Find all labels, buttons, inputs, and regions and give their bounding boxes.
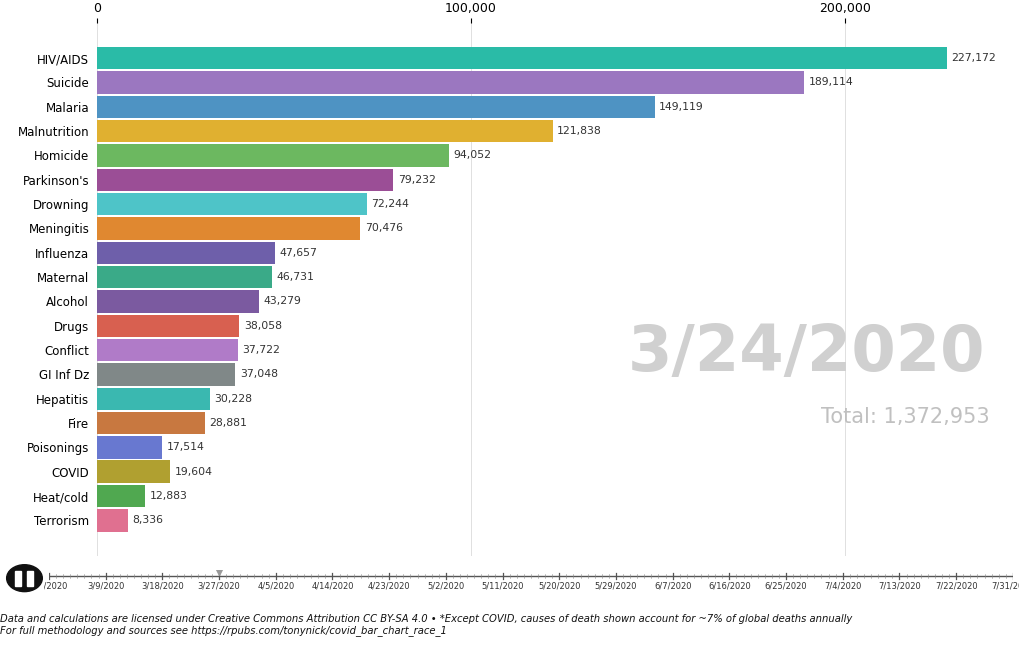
- Text: 3/1/2020: 3/1/2020: [31, 582, 67, 591]
- Text: 121,838: 121,838: [556, 126, 601, 136]
- Bar: [28, 571, 34, 586]
- Text: 5/20/2020: 5/20/2020: [537, 582, 580, 591]
- Text: 7/22/2020: 7/22/2020: [934, 582, 976, 591]
- Bar: [97, 509, 128, 532]
- Text: 7/4/2020: 7/4/2020: [823, 582, 861, 591]
- Bar: [97, 339, 237, 361]
- Text: For full methodology and sources see https://rpubs.com/tonynick/covid_bar_chart_: For full methodology and sources see htt…: [0, 625, 446, 636]
- Text: 7/13/2020: 7/13/2020: [877, 582, 920, 591]
- Bar: [97, 242, 275, 264]
- Text: 19,604: 19,604: [174, 467, 213, 476]
- Text: 189,114: 189,114: [808, 77, 853, 88]
- Bar: [97, 47, 946, 70]
- Text: 30,228: 30,228: [214, 394, 252, 404]
- Bar: [97, 144, 448, 166]
- Text: 37,722: 37,722: [243, 345, 280, 355]
- Bar: [97, 436, 162, 458]
- Bar: [97, 290, 259, 313]
- Bar: [97, 412, 205, 434]
- Text: 5/29/2020: 5/29/2020: [594, 582, 637, 591]
- Bar: [97, 315, 239, 337]
- Bar: [97, 120, 552, 142]
- Text: 46,731: 46,731: [276, 272, 314, 282]
- Text: 4/14/2020: 4/14/2020: [311, 582, 354, 591]
- Text: 3/9/2020: 3/9/2020: [87, 582, 124, 591]
- Text: 12,883: 12,883: [150, 491, 187, 501]
- Text: 149,119: 149,119: [658, 102, 703, 112]
- Text: 4/23/2020: 4/23/2020: [368, 582, 410, 591]
- Text: 37,048: 37,048: [239, 369, 277, 380]
- Circle shape: [7, 565, 42, 592]
- Text: 3/27/2020: 3/27/2020: [198, 582, 240, 591]
- Text: 17,514: 17,514: [167, 443, 205, 452]
- Text: 94,052: 94,052: [452, 150, 491, 161]
- Bar: [97, 168, 393, 191]
- Text: 6/16/2020: 6/16/2020: [707, 582, 750, 591]
- Bar: [97, 485, 145, 507]
- Bar: [97, 266, 271, 289]
- Text: 47,657: 47,657: [279, 248, 317, 258]
- Text: Total: 1,372,953: Total: 1,372,953: [820, 407, 989, 427]
- Text: 6/25/2020: 6/25/2020: [764, 582, 807, 591]
- Text: 4/5/2020: 4/5/2020: [257, 582, 294, 591]
- Text: 72,244: 72,244: [371, 199, 409, 209]
- Bar: [97, 387, 210, 410]
- Text: 38,058: 38,058: [244, 320, 281, 331]
- Text: 70,476: 70,476: [365, 224, 403, 233]
- Text: 43,279: 43,279: [263, 296, 301, 306]
- Text: 7/31/2020: 7/31/2020: [990, 582, 1019, 591]
- Text: 8,336: 8,336: [132, 515, 163, 525]
- Bar: [97, 460, 170, 483]
- Bar: [97, 217, 360, 240]
- Bar: [97, 363, 235, 385]
- Text: 79,232: 79,232: [397, 175, 435, 185]
- Text: 6/7/2020: 6/7/2020: [653, 582, 691, 591]
- Text: 227,172: 227,172: [950, 53, 995, 63]
- Text: 3/24/2020: 3/24/2020: [628, 322, 984, 384]
- Bar: [97, 96, 654, 118]
- Bar: [97, 193, 367, 215]
- Text: 3/18/2020: 3/18/2020: [141, 582, 183, 591]
- Text: 5/2/2020: 5/2/2020: [427, 582, 464, 591]
- Bar: [97, 72, 803, 94]
- Bar: [15, 571, 21, 586]
- Text: 28,881: 28,881: [209, 418, 247, 428]
- Text: 5/11/2020: 5/11/2020: [481, 582, 524, 591]
- Text: Data and calculations are licensed under Creative Commons Attribution CC BY-SA 4: Data and calculations are licensed under…: [0, 614, 852, 624]
